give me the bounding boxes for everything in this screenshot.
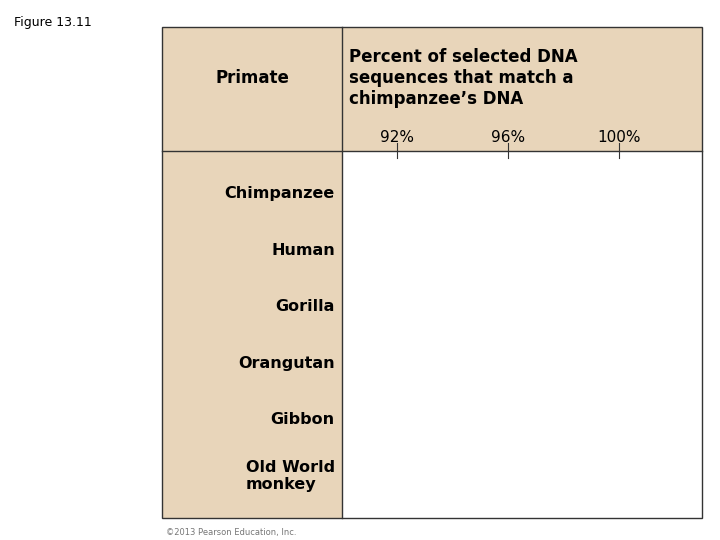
Text: Gibbon: Gibbon [271,412,335,427]
Bar [342,185,619,202]
Text: 96%: 96% [491,130,525,145]
Text: Chimpanzee: Chimpanzee [225,186,335,201]
Bar [342,298,549,315]
Bar [342,241,564,259]
Text: ©2013 Pearson Education, Inc.: ©2013 Pearson Education, Inc. [166,528,296,537]
Text: Old World
monkey: Old World monkey [246,460,335,492]
Text: Figure 13.11: Figure 13.11 [14,16,92,29]
Text: Orangutan: Orangutan [238,355,335,370]
Text: Percent of selected DNA
sequences that match a
chimpanzee’s DNA: Percent of selected DNA sequences that m… [349,49,578,108]
Text: 92%: 92% [380,130,415,145]
Text: Gorilla: Gorilla [276,299,335,314]
Text: 100%: 100% [597,130,641,145]
Bar [342,410,453,429]
Bar [342,467,411,485]
Text: Human: Human [271,242,335,258]
Bar [342,354,522,372]
Text: Primate: Primate [215,69,289,87]
